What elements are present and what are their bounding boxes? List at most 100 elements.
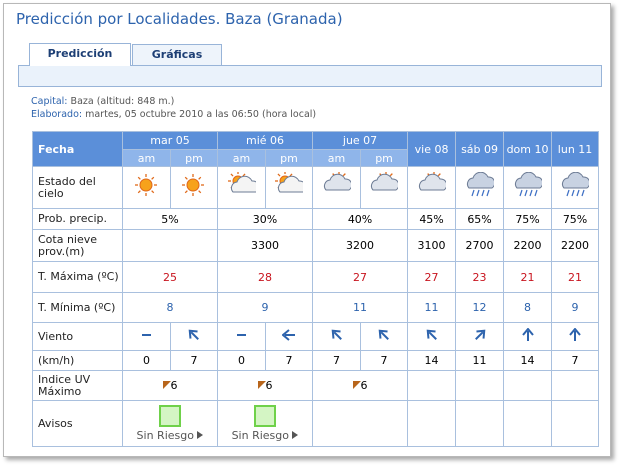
cell: 11 [455, 350, 505, 371]
table-row: Prob. precip. 5% 30% 40% 45% 65% 75% 75% [32, 208, 600, 230]
alert-text: Sin Riesgo [136, 429, 194, 442]
sky-cell [122, 166, 171, 209]
wind-arrow [281, 329, 296, 341]
alert-cell [455, 400, 505, 447]
label: Elaborado: [31, 109, 83, 120]
sky-cell [503, 166, 553, 209]
day-header: vie 08 [407, 131, 457, 167]
period-header: pm [360, 149, 409, 167]
cell: 45% [407, 208, 457, 230]
cell: 65% [455, 208, 505, 230]
period-header: am [312, 149, 362, 167]
row-label: Indice UV Máximo [32, 370, 123, 401]
cell: 21 [551, 261, 600, 293]
uv-cell: 6 [121, 370, 219, 401]
wind-cell [360, 322, 409, 351]
row-label: Cota nieve prov.(m) [32, 229, 123, 262]
day-header: jue 07 [312, 131, 409, 150]
cell: 11 [407, 292, 457, 323]
cell: 40% [312, 208, 409, 230]
t-max: 21 [568, 270, 583, 284]
t-min: 12 [472, 301, 487, 314]
wind-speed: 7 [190, 354, 198, 367]
weather-icon [275, 171, 307, 193]
uv-icon [162, 381, 171, 389]
period-header: am [217, 149, 267, 167]
alert-text: Sin Riesgo [231, 429, 289, 442]
day-header: dom 10 [503, 131, 553, 167]
wind-speed: 14 [520, 354, 535, 367]
t-max: 21 [520, 270, 535, 284]
prob-value: 45% [419, 212, 444, 226]
wind-cell [217, 322, 267, 351]
table-row: T. Mínima (ºC) 8 9 11 11 12 8 9 [32, 292, 600, 323]
cell: 8 [121, 292, 219, 323]
cell: 7 [169, 350, 219, 371]
prob-value: 5% [161, 212, 179, 226]
day-header: sáb 09 [455, 131, 505, 167]
cell: 3200 [312, 229, 409, 262]
cell: 75% [551, 208, 600, 230]
page-title: Predicción por Localidades. Baza (Granad… [16, 10, 343, 28]
uv-value: 6 [265, 379, 273, 392]
cell: 27 [407, 261, 457, 293]
alert-icon [254, 405, 277, 427]
table-row: Estado del cielo [32, 166, 600, 209]
value: martes, 05 octubre 2010 a las 06:50 (hor… [85, 109, 317, 120]
cell: 12 [455, 292, 505, 323]
weather-icon [562, 171, 591, 197]
wind-speed: 7 [285, 354, 293, 367]
weather-icon [371, 171, 400, 191]
t-min: 9 [261, 301, 269, 314]
wind-cell [312, 322, 362, 351]
period-header: pm [169, 149, 219, 167]
prob-value: 75% [515, 212, 540, 226]
uv-value: 6 [360, 379, 368, 392]
cell: 2200 [503, 229, 553, 262]
alert-cell [503, 400, 553, 447]
wind-speed: 14 [424, 354, 439, 367]
table-row: (km/h) 0 7 0 7 7 7 14 11 14 7 [32, 350, 600, 371]
snow-level: 2700 [465, 239, 494, 252]
cell: 2200 [551, 229, 600, 262]
row-label: T. Máxima (ºC) [32, 261, 123, 293]
sky-cell [265, 166, 314, 209]
tab-bar [18, 65, 602, 87]
forecast-table: Fecha mar 05 mié 06 jue 07 vie 08 sáb 09 dom 1… [32, 131, 600, 447]
uv-cell [455, 370, 505, 401]
more-arrow[interactable] [292, 431, 299, 439]
label: Capital: [31, 96, 68, 107]
wind-cell [455, 322, 505, 351]
tab[interactable]: Predicción [29, 43, 131, 66]
cell: 5% [121, 208, 219, 230]
cell: 28 [217, 261, 314, 293]
snow-level: 2200 [561, 239, 590, 252]
t-max: 23 [472, 270, 487, 284]
table-row: T. Máxima (ºC) 25 28 27 27 23 21 21 [32, 261, 600, 293]
more-arrow[interactable] [197, 431, 204, 439]
uv-icon [257, 381, 266, 389]
wind-arrow [188, 329, 199, 340]
table-row: Indice UV Máximo 6 6 6 [32, 370, 600, 401]
tab[interactable]: Gráficas [132, 44, 222, 65]
sky-cell [455, 166, 505, 209]
sky-cell [407, 166, 457, 209]
uv-cell: 6 [312, 370, 409, 401]
uv-cell [551, 370, 600, 401]
wind-arrow [426, 329, 437, 340]
cell: 7 [360, 350, 409, 371]
uv-cell [503, 370, 553, 401]
table-row: Cota nieve prov.(m) 3300 3200 3100 2700 2200 2… [32, 229, 600, 262]
info-line: Elaborado: martes, 05 octubre 2010 a las… [31, 109, 316, 120]
cell: 27 [312, 261, 409, 293]
wind-speed: 7 [380, 354, 388, 367]
t-min: 11 [353, 301, 368, 314]
cell: 7 [312, 350, 362, 371]
cell: 23 [455, 261, 505, 293]
cell: 11 [312, 292, 409, 323]
prob-value: 40% [347, 212, 373, 226]
t-max: 28 [258, 270, 273, 284]
cell: 21 [503, 261, 553, 293]
cell: 75% [503, 208, 553, 230]
t-max: 27 [353, 270, 368, 284]
